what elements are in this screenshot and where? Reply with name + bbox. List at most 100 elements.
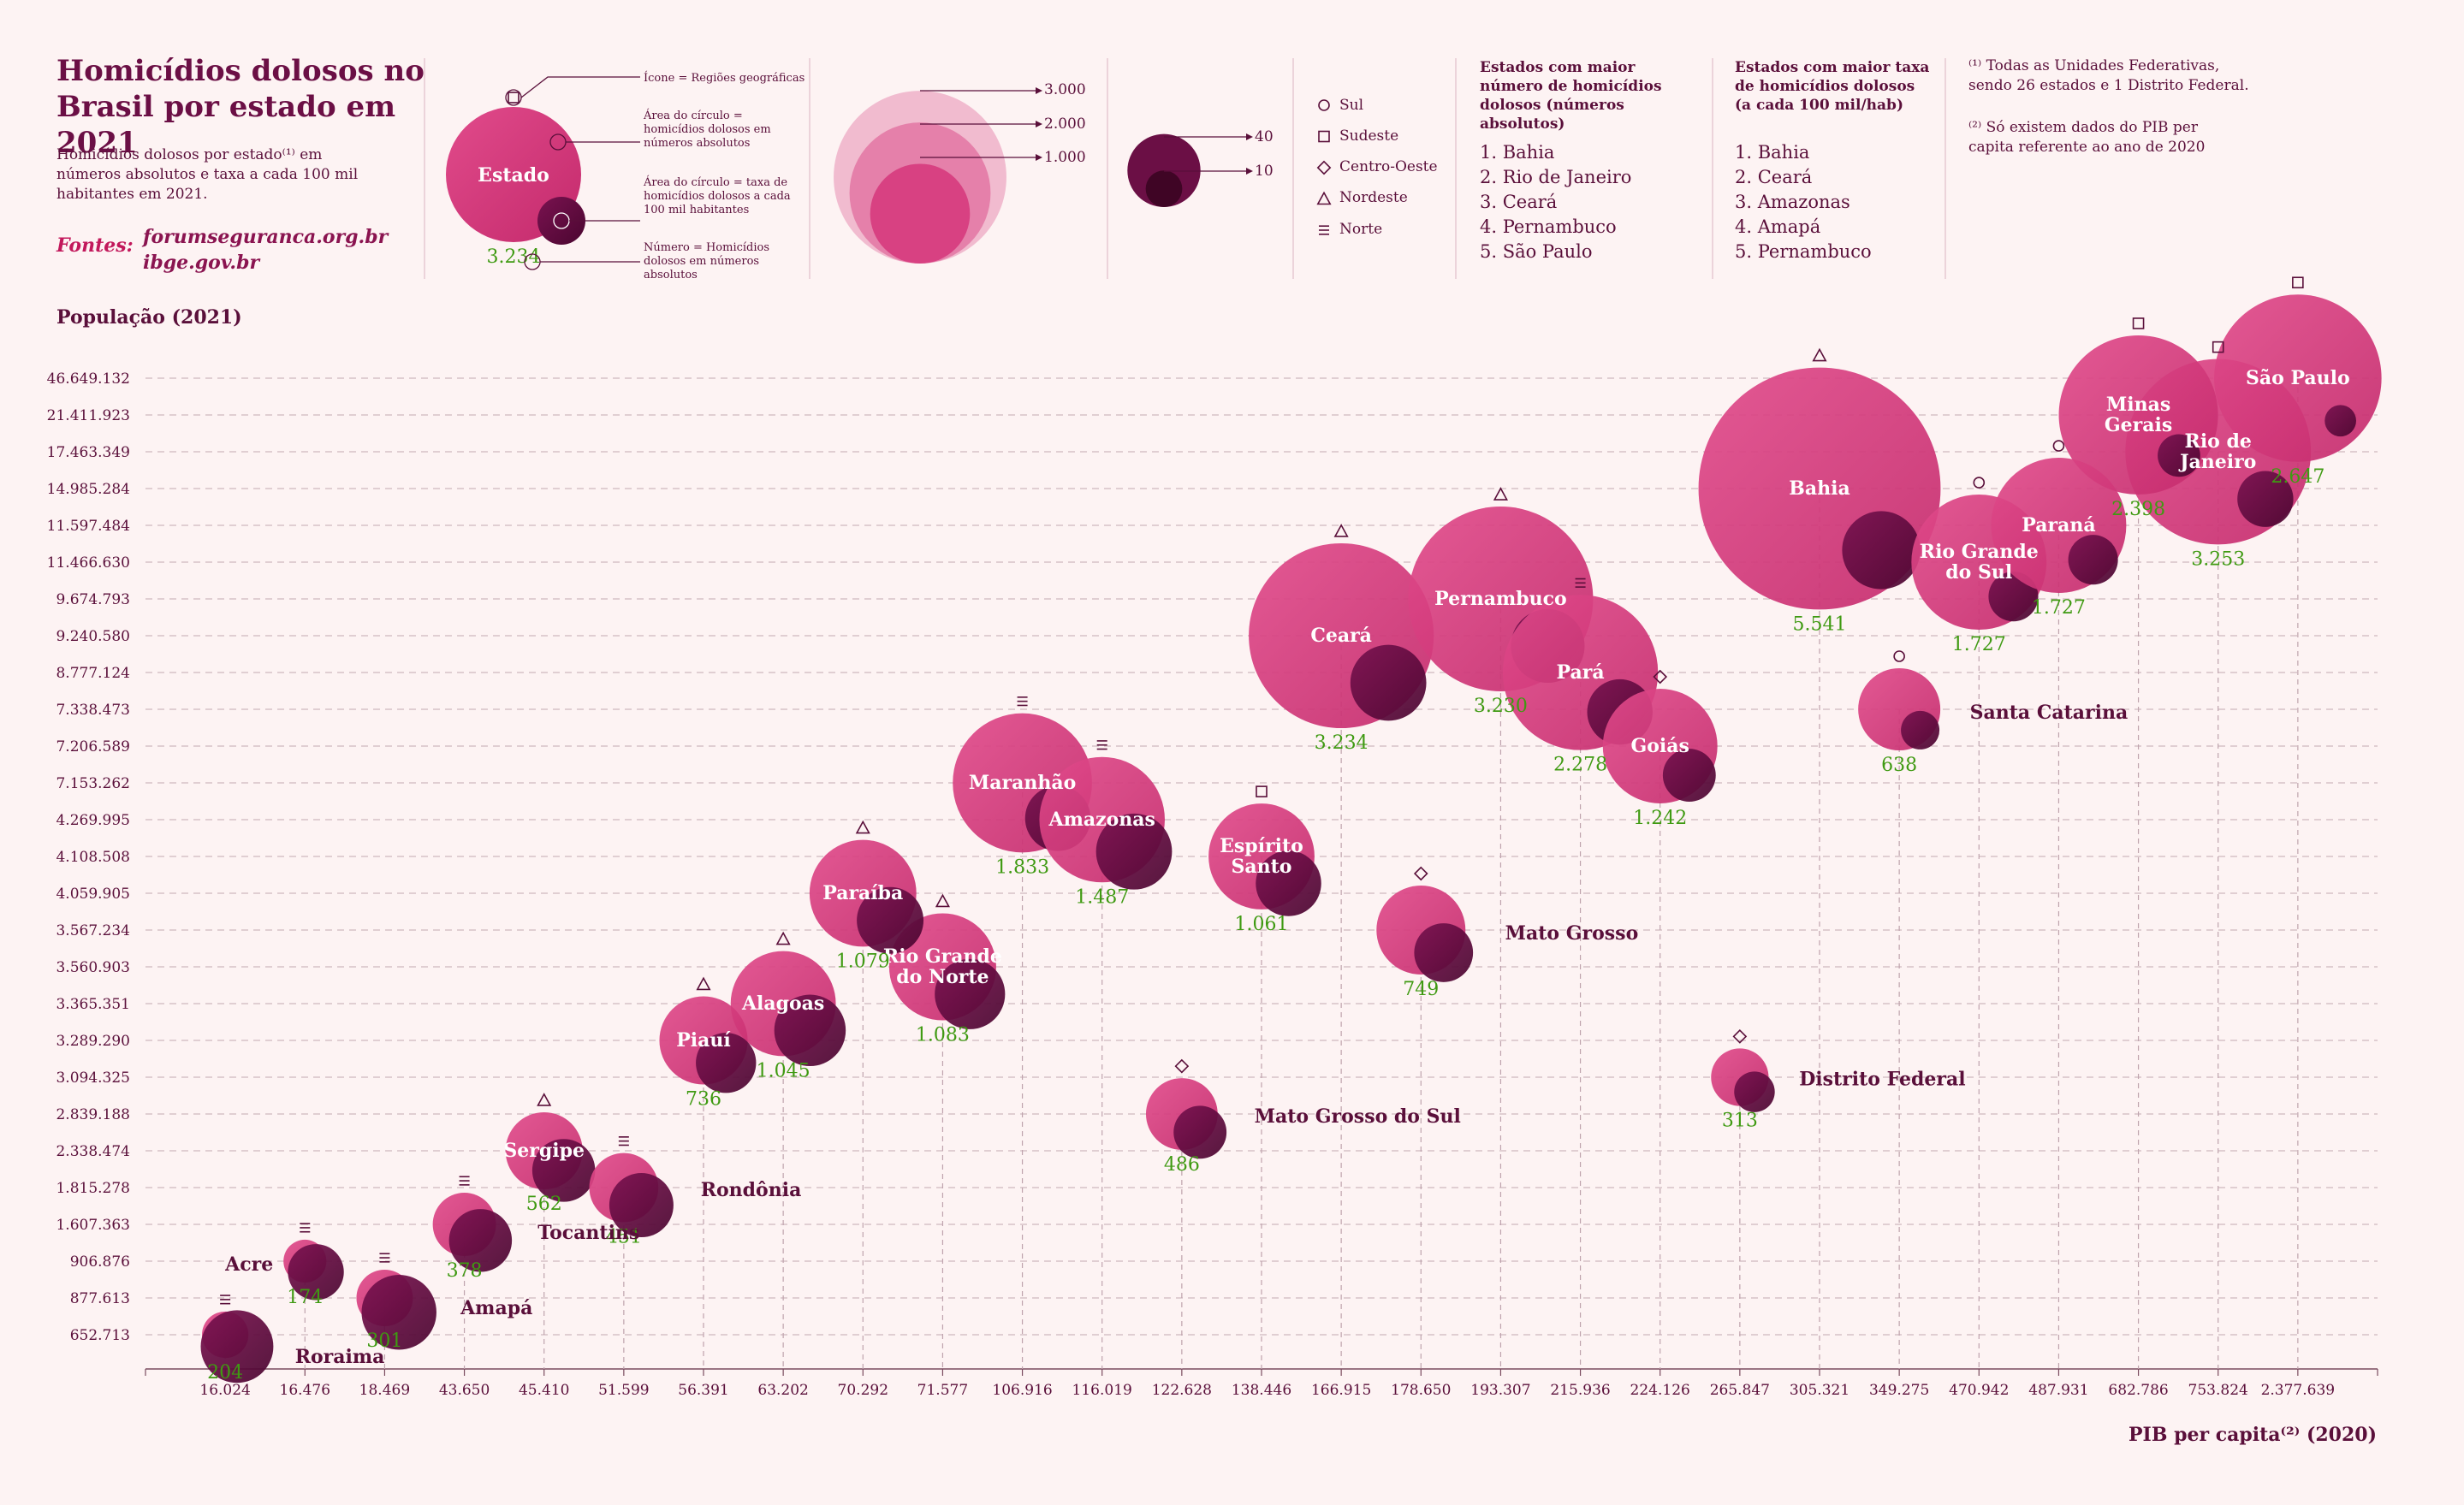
homicides-rate-circle bbox=[2158, 434, 2200, 477]
state-name: Paraná bbox=[2022, 514, 2095, 536]
arrow-icon bbox=[1246, 133, 1253, 140]
state-name: Janeiro bbox=[2178, 451, 2256, 473]
x-tick-label: 215.936 bbox=[1550, 1382, 1610, 1399]
homicides-number: 2.647 bbox=[2271, 466, 2324, 488]
homicides-rate-circle bbox=[1734, 1071, 1775, 1112]
region-sudeste-icon bbox=[2212, 341, 2224, 353]
homicides-number: 3.234 bbox=[1315, 732, 1369, 754]
homicides-number: 749 bbox=[1403, 979, 1439, 1000]
state-bubble bbox=[1991, 458, 2127, 593]
homicides-rate-circle bbox=[609, 1173, 674, 1238]
x-tick-label: 116.019 bbox=[1072, 1382, 1132, 1399]
region-centro-oeste-icon bbox=[1174, 1058, 1190, 1074]
homicides-rate-circle bbox=[1842, 511, 1921, 590]
source-link-ibge[interactable]: ibge.gov.br bbox=[143, 252, 260, 274]
arrow-icon bbox=[1036, 154, 1042, 161]
homicides-number: 1.487 bbox=[1075, 886, 1129, 908]
state-bubble bbox=[2058, 335, 2218, 495]
legend-area-abs-note: Área do círculo = homicídios dolosos em … bbox=[644, 110, 771, 150]
source-link-fbsp[interactable]: forumseguranca.org.br bbox=[143, 226, 389, 248]
x-tick-label: 265.847 bbox=[1710, 1382, 1770, 1399]
state-bubble bbox=[1858, 668, 1941, 750]
axes: 652.713 877.613 906.876 1.607.363 1.815.278 2… bbox=[47, 370, 2378, 1399]
homicides-rate-circle bbox=[774, 994, 846, 1067]
homicides-number: 1.061 bbox=[1235, 914, 1289, 935]
y-tick-label: 906.876 bbox=[70, 1253, 130, 1271]
chart-subtitle: Homicídios dolosos por estado⁽¹⁾ em núme… bbox=[56, 146, 359, 203]
region-sudeste-icon bbox=[2132, 317, 2145, 329]
state-name: Rondônia bbox=[701, 1179, 802, 1201]
state-bubble bbox=[730, 951, 846, 1067]
state-name: Amazonas bbox=[1048, 809, 1155, 831]
x-tick-label: 224.126 bbox=[1630, 1382, 1690, 1399]
divider bbox=[1107, 58, 1108, 279]
state-bubble bbox=[1039, 756, 1173, 890]
x-tick-label: 56.391 bbox=[678, 1382, 728, 1399]
state-name: Mato Grosso bbox=[1505, 922, 1639, 945]
homicides-number: 486 bbox=[1164, 1154, 1200, 1176]
homicides-rate-circle bbox=[857, 886, 924, 954]
region-nordeste-icon bbox=[1812, 347, 1827, 362]
homicides-rate-circle bbox=[1662, 749, 1716, 803]
y-tick-label: 2.338.474 bbox=[56, 1143, 130, 1160]
homicides-rate-circle bbox=[2324, 405, 2356, 437]
state-name: Amapá bbox=[460, 1297, 532, 1319]
region-nordeste-icon bbox=[1316, 191, 1332, 205]
state-name: Alagoas bbox=[741, 992, 824, 1015]
y-tick-label: 7.153.262 bbox=[56, 775, 130, 792]
y-tick-label: 877.613 bbox=[70, 1290, 130, 1307]
y-tick-label: 4.269.995 bbox=[56, 812, 130, 829]
legend-leader bbox=[520, 76, 640, 98]
y-tick-label: 8.777.124 bbox=[56, 665, 130, 682]
divider bbox=[1712, 58, 1713, 279]
region-label-sul: Sul bbox=[1339, 97, 1364, 114]
region-sudeste-icon bbox=[1318, 130, 1330, 143]
region-norte-icon bbox=[1319, 225, 1329, 235]
homicides-rate-circle bbox=[696, 1033, 757, 1093]
arrow-icon bbox=[1246, 168, 1253, 175]
state-name: Paraíba bbox=[822, 882, 903, 904]
x-tick-label: 18.469 bbox=[359, 1382, 410, 1399]
region-nordeste-icon bbox=[775, 931, 791, 945]
rank-abs-item: 1. Bahia bbox=[1480, 142, 1555, 163]
homicides-number: 313 bbox=[1722, 1111, 1758, 1132]
x-tick-label: 71.577 bbox=[917, 1382, 968, 1399]
homicides-number: 2.398 bbox=[2111, 499, 2165, 520]
x-tick-label: 166.915 bbox=[1311, 1382, 1371, 1399]
state-name: Roraima bbox=[295, 1346, 385, 1368]
homicides-number: 3.253 bbox=[2191, 548, 2245, 570]
region-label-nordeste: Nordeste bbox=[1339, 189, 1408, 206]
region-nordeste-icon bbox=[696, 976, 711, 991]
state-bubble bbox=[1249, 542, 1434, 729]
state-name: Espírito bbox=[1220, 835, 1303, 857]
note-1: ⁽¹⁾ Todas as Unidades Federativas, sendo… bbox=[1968, 57, 2249, 94]
homicides-rate-circle bbox=[2237, 471, 2294, 527]
arrow-icon bbox=[1036, 87, 1042, 94]
homicides-rate-circle bbox=[1901, 710, 1940, 750]
state-name: Gerais bbox=[2105, 414, 2172, 436]
homicides-number: 1.833 bbox=[995, 856, 1049, 878]
state-bubble bbox=[283, 1239, 344, 1301]
homicides-rate-circle bbox=[200, 1310, 274, 1384]
rank-abs-item: 3. Ceará bbox=[1480, 192, 1558, 212]
size-legend-circle bbox=[870, 163, 971, 264]
rank-abs-item: 4. Pernambuco bbox=[1480, 216, 1617, 237]
x-tick-label: 2.377.639 bbox=[2261, 1382, 2336, 1399]
region-sul-icon bbox=[1893, 650, 1905, 662]
homicides-rate-circle bbox=[1256, 850, 1321, 916]
state-name: Goiás bbox=[1630, 735, 1689, 757]
region-centro-oeste-icon bbox=[1413, 866, 1428, 881]
x-tick-label: 487.931 bbox=[2028, 1382, 2088, 1399]
x-tick-label: 16.476 bbox=[280, 1382, 330, 1399]
y-tick-label: 4.108.508 bbox=[56, 849, 130, 866]
state-name: Ceará bbox=[1310, 625, 1372, 647]
y-tick-label: 3.567.234 bbox=[56, 922, 130, 939]
region-centro-oeste-icon bbox=[1732, 1029, 1748, 1044]
x-axis-title: PIB per capita⁽²⁾ (2020) bbox=[2129, 1424, 2377, 1446]
rank-rate-item: 5. Pernambuco bbox=[1735, 241, 1872, 262]
region-norte-icon bbox=[618, 1136, 629, 1147]
size-legend-3000: 3.000 bbox=[1044, 81, 1086, 98]
y-tick-label: 652.713 bbox=[70, 1327, 130, 1344]
